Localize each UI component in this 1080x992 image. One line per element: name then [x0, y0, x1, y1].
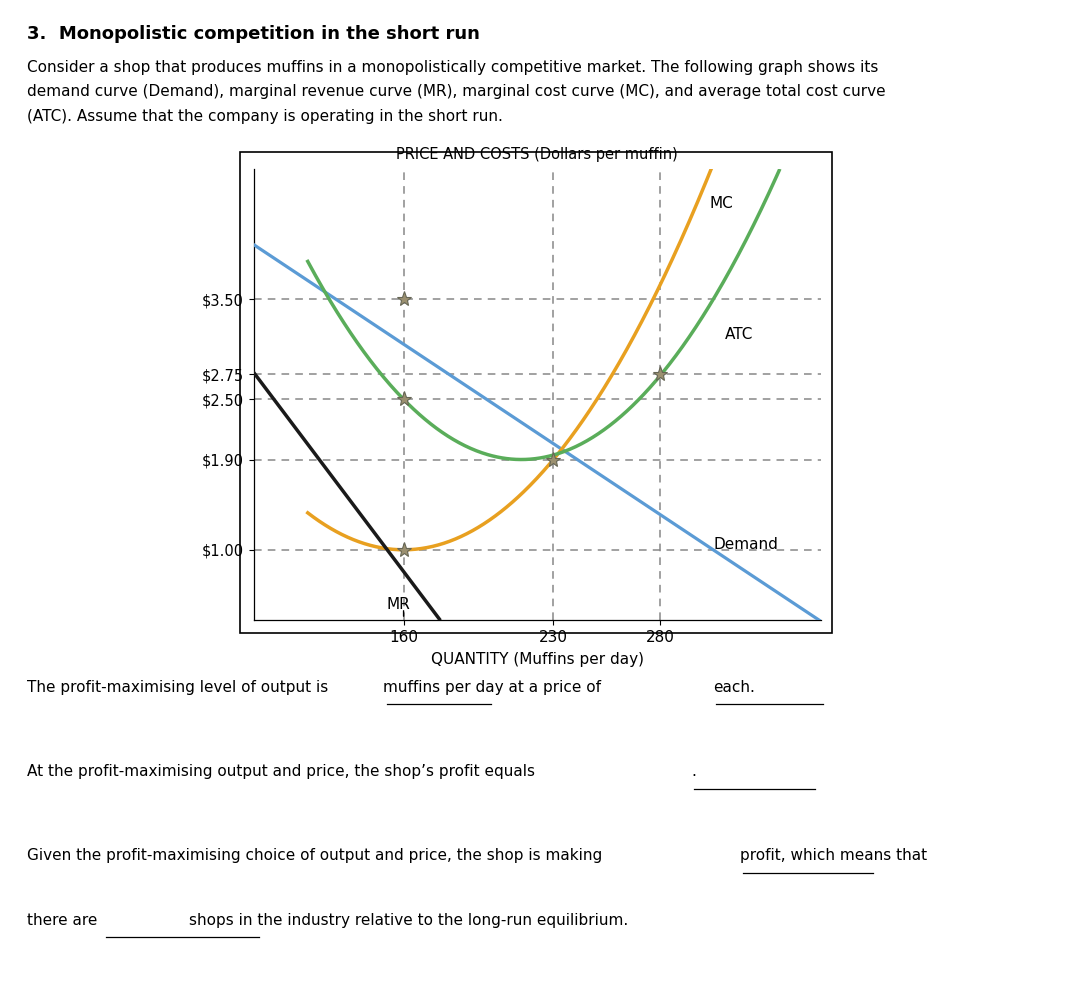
Text: there are: there are: [27, 913, 97, 928]
Text: The profit-maximising level of output is: The profit-maximising level of output is: [27, 680, 328, 694]
Text: (ATC). Assume that the company is operating in the short run.: (ATC). Assume that the company is operat…: [27, 109, 503, 124]
Text: .: .: [691, 764, 697, 779]
Text: Demand: Demand: [714, 538, 779, 553]
Title: PRICE AND COSTS (Dollars per muffin): PRICE AND COSTS (Dollars per muffin): [396, 147, 678, 162]
Text: each.: each.: [713, 680, 755, 694]
Text: 3.  Monopolistic competition in the short run: 3. Monopolistic competition in the short…: [27, 25, 480, 43]
Text: ATC: ATC: [725, 326, 753, 341]
X-axis label: QUANTITY (Muffins per day): QUANTITY (Muffins per day): [431, 652, 644, 667]
Text: shops in the industry relative to the long-run equilibrium.: shops in the industry relative to the lo…: [189, 913, 629, 928]
Text: muffins per day at a price of: muffins per day at a price of: [383, 680, 602, 694]
Text: MC: MC: [710, 196, 733, 211]
Text: At the profit-maximising output and price, the shop’s profit equals: At the profit-maximising output and pric…: [27, 764, 535, 779]
Text: Given the profit-maximising choice of output and price, the shop is making: Given the profit-maximising choice of ou…: [27, 848, 603, 863]
Text: MR: MR: [387, 597, 410, 612]
Text: Consider a shop that produces muffins in a monopolistically competitive market. : Consider a shop that produces muffins in…: [27, 60, 878, 74]
Text: profit, which means that: profit, which means that: [740, 848, 927, 863]
Text: demand curve (Demand), marginal revenue curve (MR), marginal cost curve (MC), an: demand curve (Demand), marginal revenue …: [27, 84, 886, 99]
